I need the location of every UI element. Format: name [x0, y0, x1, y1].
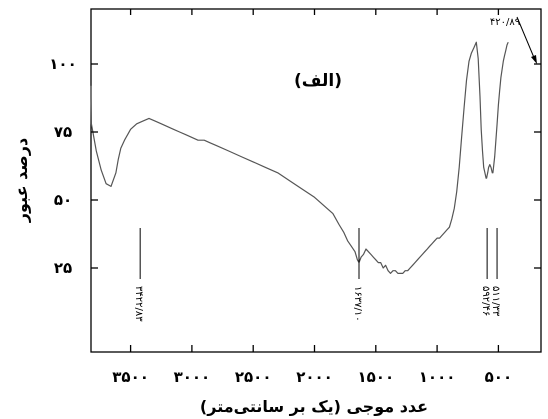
x-axis: ۳۵۰۰ ۳۰۰۰ ۲۵۰۰ ۲۰۰۰ ۱۵۰۰ ۱۰۰۰ ۵۰۰: [112, 9, 512, 386]
y-tick-label: ۵۰: [54, 191, 72, 209]
x-tick-label: ۱۵۰۰: [357, 368, 394, 386]
x-tick-label: ۳۰۰۰: [174, 368, 211, 386]
peak-annotations: ۳۴۲۲/۸۳ ۱۶۳۷/۱۰ ۵۹۲/۴۶ ۵۱۱/۳۳: [133, 228, 501, 322]
top-peak-arrow: [516, 16, 536, 61]
plot-frame: [90, 8, 542, 353]
x-axis-label: عدد موجی (یک بر سانتی‌متر): [200, 397, 428, 416]
top-peak-arrowhead: [531, 55, 537, 64]
peak-label: ۵۹۲/۴۶: [480, 286, 491, 316]
x-tick-label: ۳۵۰۰: [112, 368, 149, 386]
peak-label: ۱۶۳۷/۱۰: [352, 286, 363, 322]
y-axis-label: درصد عبور: [12, 138, 31, 223]
x-tick-label: ۱۰۰۰: [419, 368, 456, 386]
y-tick-label: ۱۰۰: [49, 55, 76, 73]
chart-title: (الف): [294, 71, 342, 91]
y-axis: ۱۰۰ ۷۵ ۵۰ ۲۵: [49, 55, 541, 277]
y-tick-label: ۷۵: [54, 123, 72, 141]
peak-label: ۵۱۱/۳۳: [490, 286, 501, 317]
y-tick-label: ۲۵: [54, 259, 72, 277]
x-tick-label: ۲۰۰۰: [296, 368, 333, 386]
x-tick-label: ۵۰۰: [485, 368, 512, 386]
spectrum-line: [90, 41, 509, 274]
peak-label: ۳۴۲۲/۸۳: [133, 286, 144, 322]
x-tick-label: ۲۵۰۰: [235, 368, 272, 386]
top-peak-label: ۴۲۰/۸۹: [490, 17, 520, 28]
